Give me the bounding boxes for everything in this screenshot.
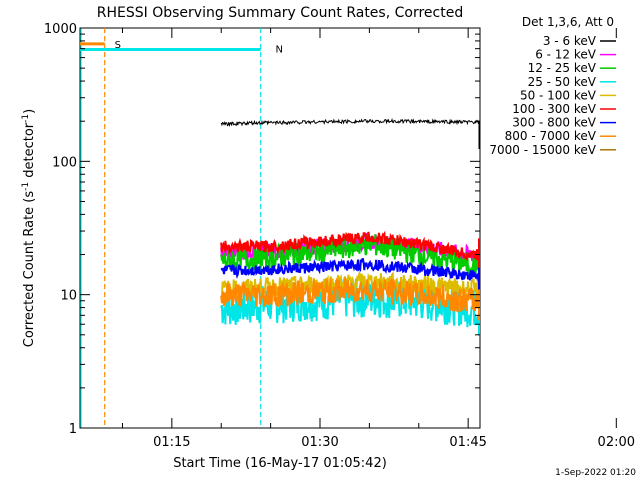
footer-date: 1-Sep-2022 01:20	[555, 468, 636, 478]
legend-item-label: 300 - 800 keV	[512, 116, 596, 130]
legend-item-label: 800 - 7000 keV	[505, 129, 597, 143]
legend-item-label: 6 - 12 keV	[535, 48, 597, 62]
x-tick-label: 01:45	[449, 435, 486, 450]
series-line	[220, 257, 480, 290]
x-tick-label: 01:30	[301, 435, 338, 450]
legend-item-label: 25 - 50 keV	[528, 75, 597, 89]
y-tick-label: 100	[52, 155, 77, 170]
y-axis-ticks: 1 10 100 1000	[44, 22, 480, 437]
x-tick-label: 01:15	[153, 435, 190, 450]
legend-item-label: 12 - 25 keV	[528, 61, 597, 75]
series-line	[220, 117, 480, 149]
series-layer	[220, 117, 480, 336]
y-tick-label: 10	[60, 289, 77, 304]
legend-item-label: 100 - 300 keV	[512, 102, 596, 116]
saa-marker-label: S	[115, 40, 121, 51]
series-line	[220, 230, 480, 268]
legend-item-label: 3 - 6 keV	[543, 34, 597, 48]
y-tick-label: 1000	[44, 22, 77, 37]
x-axis-label: Start Time (16-May-17 01:05:42)	[173, 456, 387, 471]
chart-title: RHESSI Observing Summary Count Rates, Co…	[97, 5, 463, 21]
night-marker-label: N	[276, 44, 283, 55]
legend-item-label: 7000 - 15000 keV	[489, 143, 596, 157]
plot-frame	[79, 27, 481, 429]
x-tick-label: 02:00	[598, 435, 635, 450]
series-line	[220, 277, 480, 321]
y-tick-label: 1	[69, 422, 77, 437]
legend-item-label: 50 - 100 keV	[520, 88, 597, 102]
legend-header: Det 1,3,6, Att 0	[522, 15, 614, 29]
y-axis-label: Corrected Count Rate (s-1 detector-1)	[21, 109, 37, 347]
